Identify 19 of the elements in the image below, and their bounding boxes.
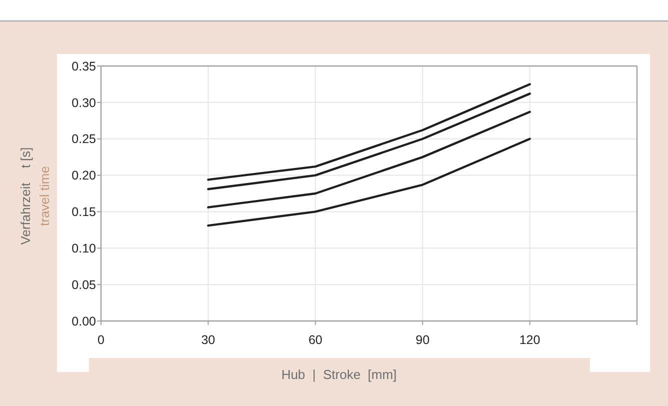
- x-tick-label: 60: [308, 333, 322, 347]
- y-axis-title: Verfahrzeit t [s] travel time: [18, 147, 52, 245]
- x-tick-label: 120: [519, 333, 540, 347]
- x-tick-label: 0: [98, 333, 105, 347]
- x-tick-label: 90: [416, 333, 430, 347]
- y-tick-label: 0.05: [72, 278, 96, 292]
- y-tick-label: 0.20: [72, 168, 96, 183]
- line-series: [207, 138, 531, 227]
- y-tick-label: 0.15: [72, 205, 96, 220]
- y-tick-label: 0.30: [72, 96, 96, 110]
- x-axis-title: Hub | Stroke [mm]: [281, 367, 397, 382]
- y-tick-label: 0.25: [72, 132, 96, 146]
- line-series: [207, 110, 531, 208]
- x-tick-label: 30: [201, 333, 216, 347]
- y-tick-label: 0.10: [72, 242, 96, 256]
- line-series: [207, 83, 531, 181]
- line-series: [207, 92, 531, 190]
- y-tick-label: 0.35: [72, 59, 96, 74]
- y-tick-label: 0.00: [72, 314, 96, 328]
